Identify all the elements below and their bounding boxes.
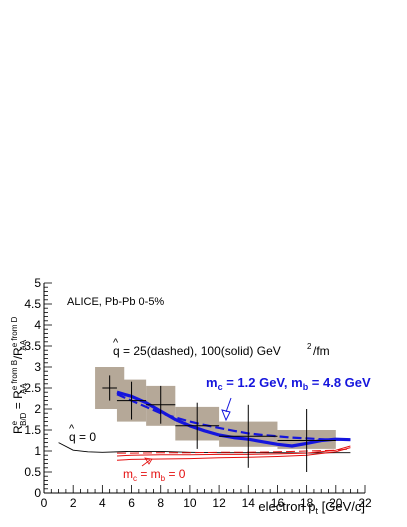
- x-tick-label: 12: [212, 496, 226, 510]
- x-tick-label: 18: [300, 496, 314, 510]
- y-tick-label: 3: [34, 360, 41, 374]
- y-tick-label: 2.5: [24, 381, 41, 395]
- data-point: [146, 385, 176, 424]
- x-tick-label: 14: [242, 496, 256, 510]
- x-tick-label: 2: [70, 496, 77, 510]
- series-line-4: [116, 445, 351, 457]
- svg-text:2: 2: [307, 342, 312, 351]
- x-axis-title: electron pt [GeV/c]: [258, 499, 365, 516]
- x-tick-label: 16: [271, 496, 285, 510]
- y-tick-label: 1.5: [24, 423, 41, 437]
- y-tick-label: 4: [34, 318, 41, 332]
- data-point: [116, 381, 147, 420]
- y-tick-label: 5: [34, 276, 41, 290]
- axis-ticks: [43, 282, 366, 494]
- mass-annotation-red: mc = mb = 0: [123, 467, 186, 483]
- blue-arrow: [221, 397, 232, 422]
- theory-curves: [58, 390, 351, 461]
- y-tick-label: 1: [34, 444, 41, 458]
- svg-text:q: q: [69, 430, 76, 444]
- data-points: [102, 375, 336, 472]
- x-tick-label: 10: [183, 496, 197, 510]
- x-tick-label: 0: [41, 496, 48, 510]
- series-line-5: [117, 448, 351, 454]
- svg-text:^: ^: [113, 337, 119, 349]
- series-line-0: [116, 390, 351, 448]
- svg-text:/fm: /fm: [313, 344, 330, 358]
- svg-text:= 25(dashed), 100(solid) GeV: = 25(dashed), 100(solid) GeV: [123, 344, 281, 358]
- data-point: [219, 404, 278, 468]
- x-tick-label: 4: [99, 496, 106, 510]
- experiment-label: ALICE, Pb-Pb 0-5%: [67, 296, 164, 308]
- data-point: [102, 375, 117, 401]
- x-tick-label: 6: [128, 496, 135, 510]
- mass-annotation-blue: mc = 1.2 GeV, mb = 4.8 GeV: [206, 375, 371, 392]
- y-tick-label: 0.5: [24, 465, 41, 479]
- svg-text:q: q: [113, 344, 120, 358]
- data-point: [175, 402, 220, 449]
- qhat-annotation: q ^ = 25(dashed), 100(solid) GeV 2 /fm: [113, 337, 330, 358]
- svg-text:mc = 1.2 GeV, mb = 4.8 GeV: mc = 1.2 GeV, mb = 4.8 GeV: [206, 375, 371, 392]
- y-tick-label: 0: [34, 486, 41, 500]
- svg-text:^: ^: [69, 423, 75, 435]
- x-tick-label: 8: [157, 496, 164, 510]
- y-tick-label: 2: [34, 402, 41, 416]
- x-tick-label: 22: [358, 496, 372, 510]
- x-tick-label: 20: [329, 496, 343, 510]
- red-arrow: [141, 457, 153, 467]
- qhat-zero-annotation: q ^ = 0: [69, 423, 96, 444]
- y-tick-label: 4.5: [24, 297, 41, 311]
- svg-text:= 0: = 0: [79, 430, 96, 444]
- series-line-1: [116, 393, 351, 441]
- y-tick-label: 3.5: [24, 339, 41, 353]
- y-axis-title: ReB/D = Re from BAA/Re from DAA: [10, 316, 28, 434]
- svg-text:mc = mb = 0: mc = mb = 0: [123, 467, 186, 483]
- data-point: [277, 409, 336, 472]
- tick-labels: 0 2 4 6 8 10 12 14 16 18 20 22 0 0.5 1 1.5 2 2.5 3 3.5 4 4.5 5: [24, 276, 372, 510]
